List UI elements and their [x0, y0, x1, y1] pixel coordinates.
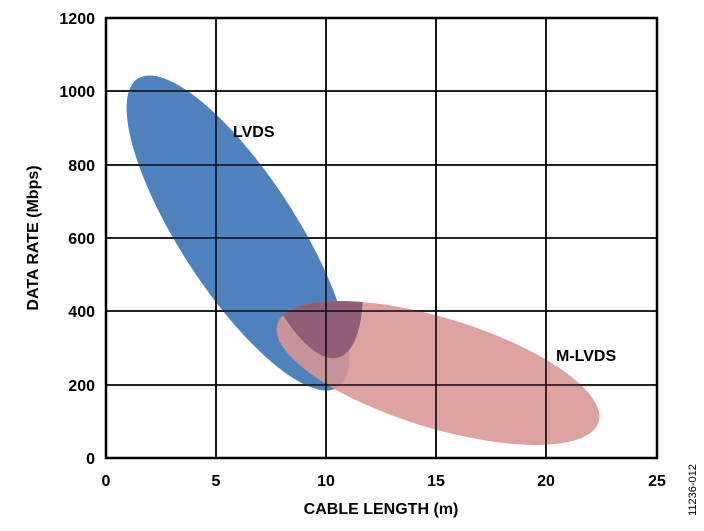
y-tick: 1200 — [59, 11, 95, 28]
y-tick: 1000 — [59, 84, 95, 101]
x-tick: 10 — [317, 473, 335, 490]
y-tick: 400 — [68, 304, 95, 321]
x-tick: 5 — [212, 473, 221, 490]
plot-frame — [104, 16, 659, 460]
m-lvds-region — [276, 301, 600, 445]
y-tick: 200 — [68, 378, 95, 395]
x-tick: 25 — [648, 473, 666, 490]
x-tick: 15 — [427, 473, 445, 490]
m-lvds-label: M-LVDS — [556, 348, 616, 365]
y-axis-title: DATA RATE (Mbps) — [25, 165, 42, 310]
x-axis-ticks: 0 5 10 15 20 25 — [102, 473, 666, 490]
y-tick: 800 — [68, 158, 95, 175]
lvds-label: LVDS — [233, 124, 275, 141]
x-tick: 20 — [537, 473, 555, 490]
figure-id: 11236-012 — [687, 464, 699, 516]
gridlines-overlay — [106, 18, 657, 458]
y-axis-ticks: 0 200 400 600 800 1000 1200 — [59, 11, 95, 468]
x-tick: 0 — [102, 473, 111, 490]
y-tick: 600 — [68, 231, 95, 248]
y-tick: 0 — [86, 451, 95, 468]
x-axis-title: CABLE LENGTH (m) — [304, 501, 459, 518]
